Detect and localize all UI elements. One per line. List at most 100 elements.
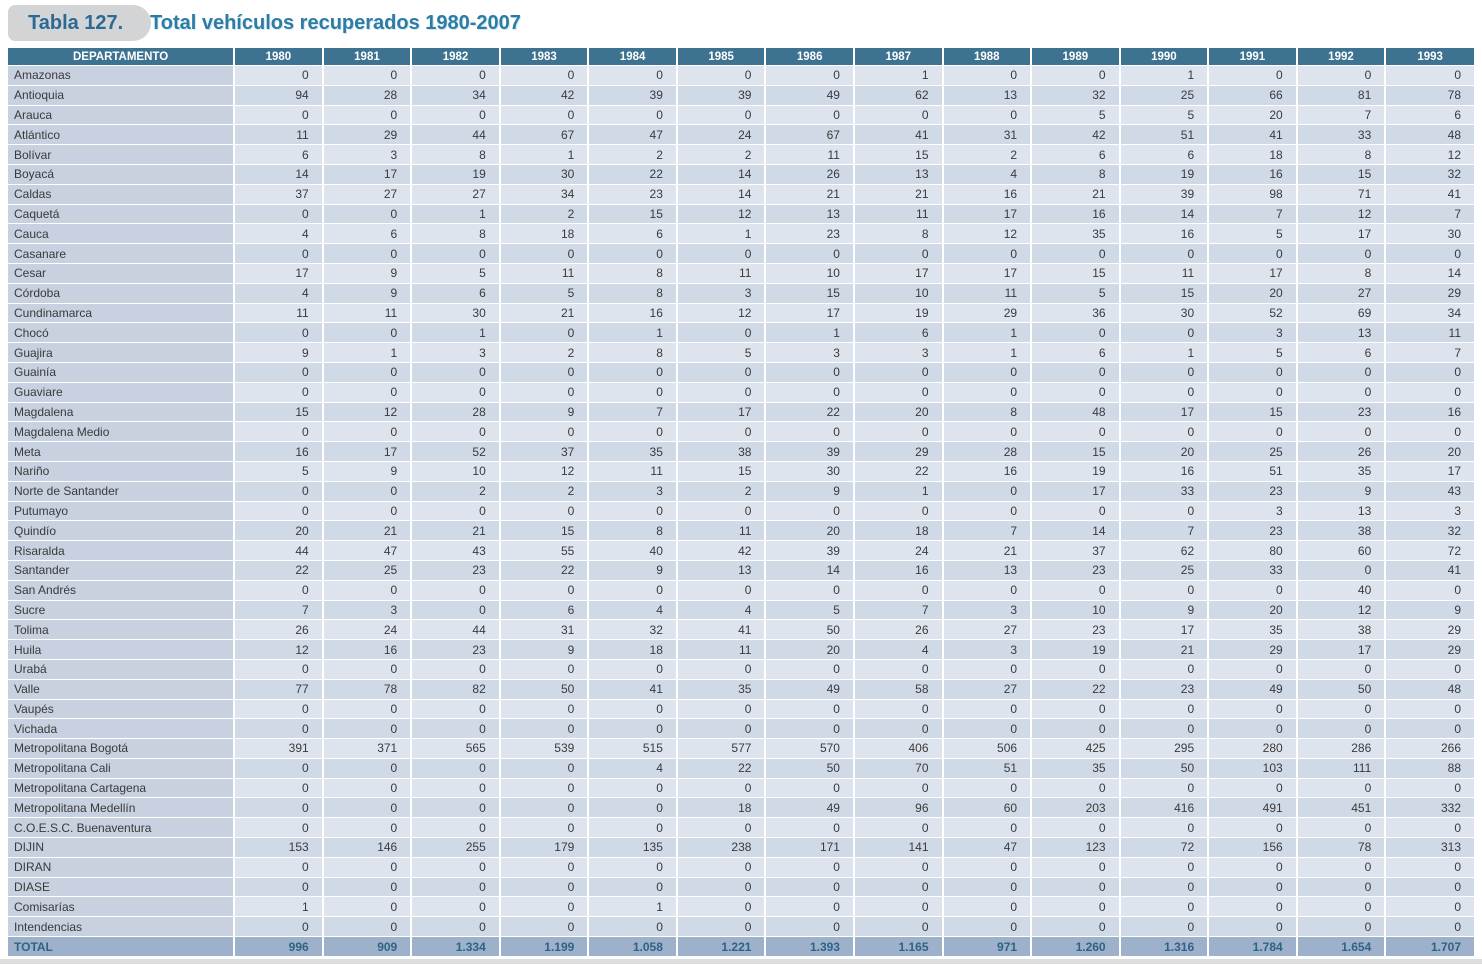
value-cell: 0 [322,699,413,720]
value-cell: 280 [1208,738,1298,759]
value-cell: 0 [588,916,678,938]
value-cell: 0 [853,659,944,680]
value-cell: 111 [1296,758,1387,779]
value-cell: 3 [411,342,501,363]
value-cell: 1 [942,322,1033,344]
value-cell: 30 [1385,223,1474,245]
value-cell: 0 [1385,817,1474,839]
department-cell: Guainía [8,362,236,383]
value-cell: 18 [1208,144,1298,165]
value-cell: 0 [942,580,1033,601]
value-cell: 0 [499,65,590,86]
value-cell: 0 [1296,718,1387,740]
table-row: Magdalena 15 12 28 9 7 17 22 20 8 48 17 15 23 16 [8,402,1474,423]
value-cell: 69 [1296,303,1387,324]
value-cell: 0 [411,580,501,601]
value-cell: 0 [942,382,1033,403]
value-cell: 29 [1385,639,1474,660]
value-cell: 21 [765,184,855,205]
value-cell: 24 [853,540,944,561]
value-cell: 0 [322,204,413,225]
value-cell: 23 [411,560,501,581]
value-cell: 0 [942,778,1033,799]
value-cell: 0 [322,382,413,403]
value-cell: 14 [1119,204,1210,225]
value-cell: 27 [411,184,501,205]
column-header-year: 1983 [499,48,590,66]
value-cell: 17 [942,204,1033,225]
value-cell: 44 [411,619,501,641]
value-cell: 27 [1296,283,1387,304]
value-cell: 0 [1208,916,1298,938]
value-cell: 0 [1119,896,1210,918]
value-cell: 20 [234,520,324,542]
bottom-divider [0,959,1482,964]
value-cell: 16 [1119,461,1210,482]
value-cell: 11 [942,283,1033,304]
value-cell: 18 [499,223,590,245]
value-cell: 4 [942,164,1033,185]
value-cell: 1 [853,481,944,502]
value-cell: 0 [1031,916,1121,938]
value-cell: 0 [1385,778,1474,799]
value-cell: 23 [1031,619,1121,641]
value-cell: 266 [1385,738,1474,759]
value-cell: 1 [588,896,678,918]
value-cell: 0 [1119,659,1210,680]
table-row: Metropolitana Medellín 0 0 0 0 0 18 49 96 60 203 41… [8,797,1474,819]
value-cell: 0 [234,65,324,86]
value-cell: 0 [234,243,324,264]
value-cell: 22 [499,560,590,581]
table-row: Cauca 4 6 8 18 6 1 23 8 12 35 16 5 17 30 [8,223,1474,245]
department-cell: Comisarías [8,896,236,918]
value-cell: 0 [411,896,501,918]
value-cell: 15 [1119,283,1210,304]
column-header-year: 1984 [588,48,678,66]
department-cell: Metropolitana Cali [8,758,236,779]
value-cell: 23 [765,223,855,245]
value-cell: 0 [322,65,413,86]
value-cell: 10 [853,283,944,304]
value-cell: 0 [1385,916,1474,938]
value-cell: 0 [765,382,855,403]
value-cell: 30 [765,461,855,482]
total-value-cell: 1.221 [676,936,767,958]
value-cell: 6 [411,283,501,304]
table-row: Putumayo 0 0 0 0 0 0 0 0 0 0 0 3 13 3 [8,501,1474,522]
value-cell: 31 [942,124,1033,146]
value-cell: 0 [853,817,944,839]
value-cell: 30 [499,164,590,185]
value-cell: 9 [322,263,413,284]
column-header-year: 1982 [411,48,501,66]
value-cell: 0 [1119,382,1210,403]
page-title: Total vehículos recuperados 1980-2007 [150,12,521,34]
department-cell: Risaralda [8,540,236,561]
value-cell: 9 [588,560,678,581]
value-cell: 0 [1031,501,1121,522]
value-cell: 515 [588,738,678,759]
value-cell: 27 [942,679,1033,700]
table-body: Amazonas 0 0 0 0 0 0 0 1 0 0 1 0 0 0 Antioquia 94 28 34 42 3… [8,65,1474,938]
value-cell: 0 [765,778,855,799]
value-cell: 17 [1208,263,1298,284]
value-cell: 98 [1208,184,1298,205]
value-cell: 0 [1296,877,1387,898]
value-cell: 0 [1031,421,1121,443]
value-cell: 0 [411,659,501,680]
value-cell: 0 [1296,560,1387,581]
value-cell: 0 [942,699,1033,720]
value-cell: 48 [1031,402,1121,423]
value-cell: 0 [1208,778,1298,799]
table-header: DEPARTAMENTO 1980 1981 1982 1983 1984 1985 1986… [8,48,1474,66]
value-cell: 0 [676,105,767,126]
value-cell: 0 [1208,857,1298,878]
value-cell: 15 [1208,402,1298,423]
value-cell: 7 [1208,204,1298,225]
column-header-department: DEPARTAMENTO [8,48,236,66]
total-value-cell: 1.784 [1208,936,1298,958]
value-cell: 0 [942,481,1033,502]
value-cell: 0 [588,65,678,86]
value-cell: 50 [499,679,590,700]
value-cell: 0 [234,877,324,898]
value-cell: 0 [322,659,413,680]
